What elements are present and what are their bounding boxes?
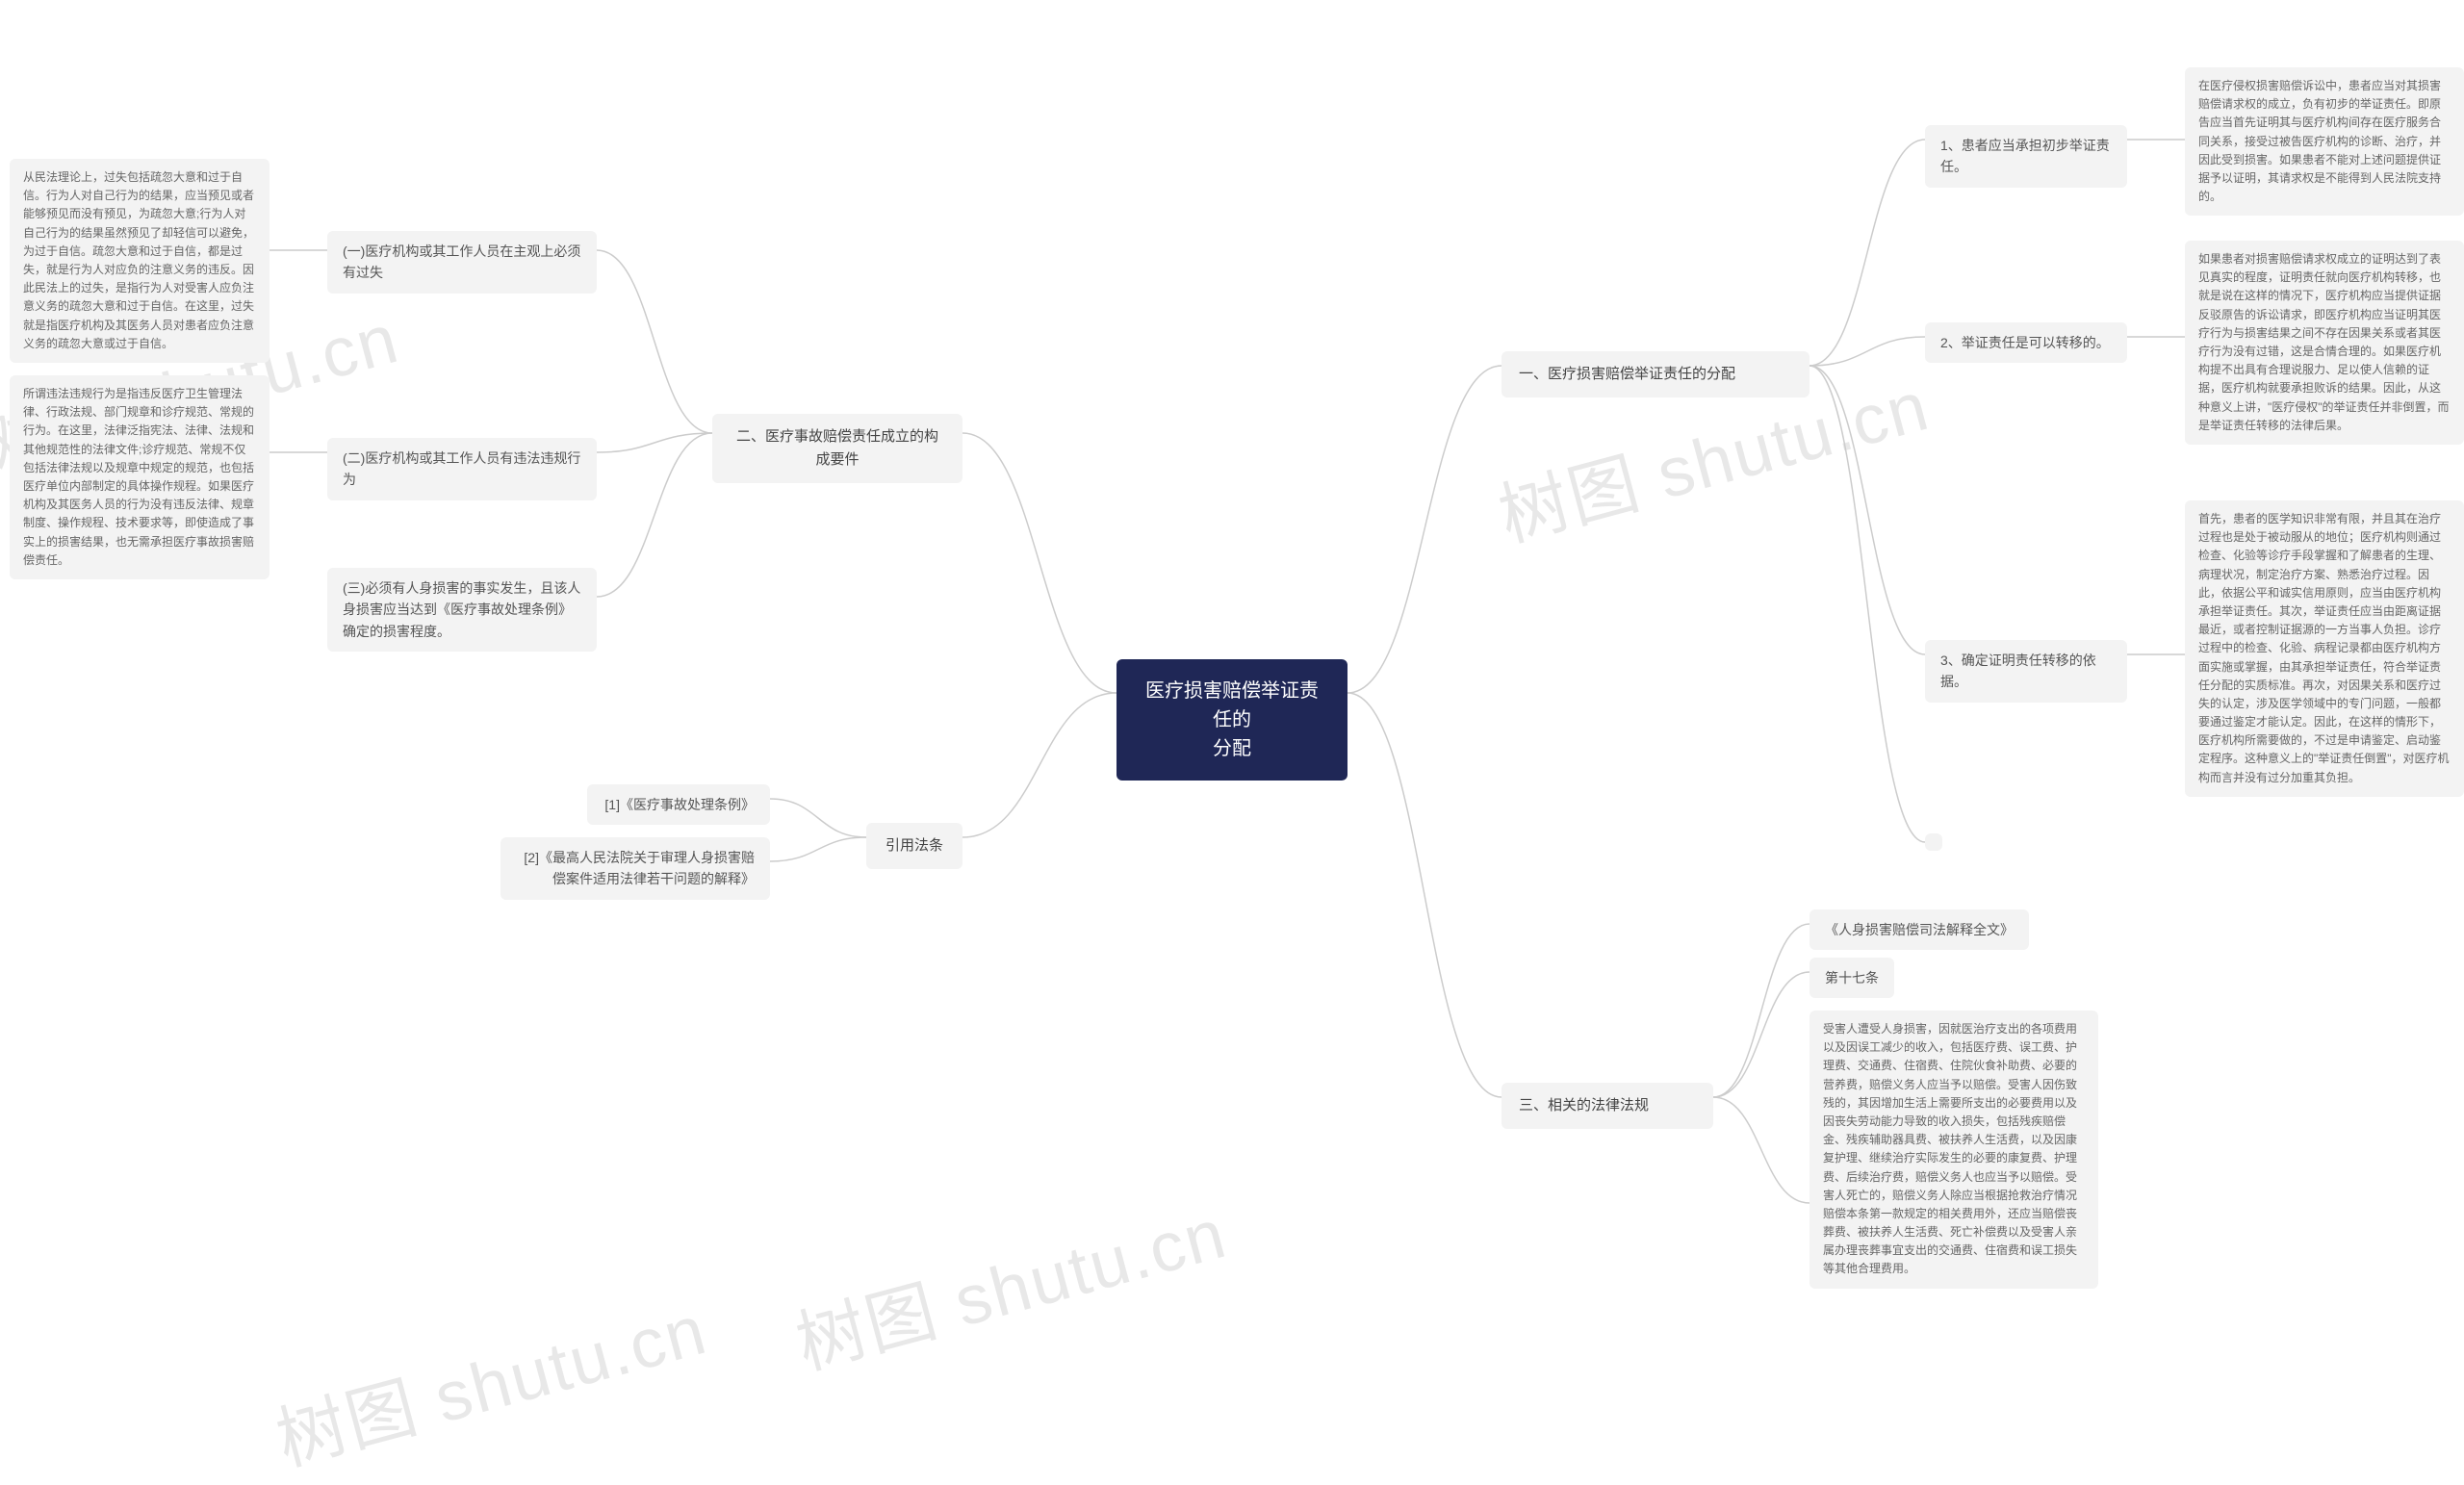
branch-label: 二、医疗事故赔偿责任成立的构成要件 [736, 428, 938, 468]
leaf-s1-detail2: 如果患者对损害赔偿请求权成立的证明达到了表见真实的程度，证明责任就向医疗机构转移… [2185, 241, 2464, 445]
root-label: 医疗损害赔偿举证责任的分配 [1145, 680, 1319, 759]
sub-cite-1: [1]《医疗事故处理条例》 [587, 784, 770, 825]
leaf-text: 受害人遭受人身损害，因就医治疗支出的各项费用以及因误工减少的收入，包括医疗费、误… [1823, 1022, 2077, 1275]
sub-label: (二)医疗机构或其工作人员有违法违规行为 [343, 450, 580, 487]
root-node: 医疗损害赔偿举证责任的分配 [1116, 659, 1348, 781]
sub-label: 1、患者应当承担初步举证责任。 [1940, 138, 2110, 174]
sub-label: [1]《医疗事故处理条例》 [604, 797, 755, 812]
branch-section3: 三、相关的法律法规 [1502, 1083, 1713, 1129]
sub-label: 2、举证责任是可以转移的。 [1940, 335, 2110, 350]
branch-section2: 二、医疗事故赔偿责任成立的构成要件 [712, 414, 962, 483]
leaf-s2-detail1: 从民法理论上，过失包括疏忽大意和过于自信。行为人对自己行为的结果，应当预见或者能… [10, 159, 270, 363]
branch-section1: 一、医疗损害赔偿举证责任的分配 [1502, 351, 1810, 397]
branch-label: 引用法条 [886, 837, 943, 854]
leaf-s1-detail1: 在医疗侵权损害赔偿诉讼中，患者应当对其损害赔偿请求权的成立，负有初步的举证责任。… [2185, 67, 2464, 216]
sub-s3-item2: 第十七条 [1810, 958, 1894, 998]
leaf-s1-detail3: 首先，患者的医学知识非常有限，并且其在治疗过程也是处于被动服从的地位；医疗机构则… [2185, 500, 2464, 797]
sub-label: (三)必须有人身损害的事实发生，且该人身损害应当达到《医疗事故处理条例》确定的损… [343, 580, 580, 639]
branch-citations: 引用法条 [866, 823, 962, 869]
sub-s1-item3: 3、确定证明责任转移的依据。 [1925, 640, 2127, 703]
sub-label: 3、确定证明责任转移的依据。 [1940, 653, 2096, 689]
leaf-text: 所谓违法违规行为是指违反医疗卫生管理法律、行政法规、部门规章和诊疗规范、常规的行… [23, 387, 254, 567]
sub-cite-2: [2]《最高人民法院关于审理人身损害赔偿案件适用法律若干问题的解释》 [500, 837, 770, 900]
sub-s1-item2: 2、举证责任是可以转移的。 [1925, 322, 2127, 363]
sub-s2-item1: (一)医疗机构或其工作人员在主观上必须有过失 [327, 231, 597, 294]
leaf-text: 在医疗侵权损害赔偿诉讼中，患者应当对其损害赔偿请求权的成立，负有初步的举证责任。… [2198, 79, 2441, 203]
sub-s2-item2: (二)医疗机构或其工作人员有违法违规行为 [327, 438, 597, 500]
sub-s1-empty [1925, 833, 1942, 851]
leaf-text: 如果患者对损害赔偿请求权成立的证明达到了表见真实的程度，证明责任就向医疗机构转移… [2198, 252, 2450, 432]
leaf-text: 从民法理论上，过失包括疏忽大意和过于自信。行为人对自己行为的结果，应当预见或者能… [23, 170, 254, 350]
sub-label: [2]《最高人民法院关于审理人身损害赔偿案件适用法律若干问题的解释》 [524, 850, 755, 886]
watermark: 树图 shutu.cn [783, 1176, 1236, 1388]
sub-label: (一)医疗机构或其工作人员在主观上必须有过失 [343, 243, 580, 280]
branch-label: 三、相关的法律法规 [1519, 1097, 1649, 1114]
sub-label: 第十七条 [1825, 970, 1879, 986]
sub-s1-item1: 1、患者应当承担初步举证责任。 [1925, 125, 2127, 188]
leaf-text: 首先，患者的医学知识非常有限，并且其在治疗过程也是处于被动服从的地位；医疗机构则… [2198, 512, 2450, 784]
sub-s3-item1: 《人身损害赔偿司法解释全文》 [1810, 909, 2029, 950]
watermark: 树图 shutu.cn [264, 1272, 716, 1484]
sub-s2-item3: (三)必须有人身损害的事实发生，且该人身损害应当达到《医疗事故处理条例》确定的损… [327, 568, 597, 652]
sub-label: 《人身损害赔偿司法解释全文》 [1825, 922, 2014, 937]
leaf-s3-item3: 受害人遭受人身损害，因就医治疗支出的各项费用以及因误工减少的收入，包括医疗费、误… [1810, 1011, 2098, 1289]
branch-label: 一、医疗损害赔偿举证责任的分配 [1519, 366, 1735, 382]
leaf-s2-detail2: 所谓违法违规行为是指违反医疗卫生管理法律、行政法规、部门规章和诊疗规范、常规的行… [10, 375, 270, 579]
